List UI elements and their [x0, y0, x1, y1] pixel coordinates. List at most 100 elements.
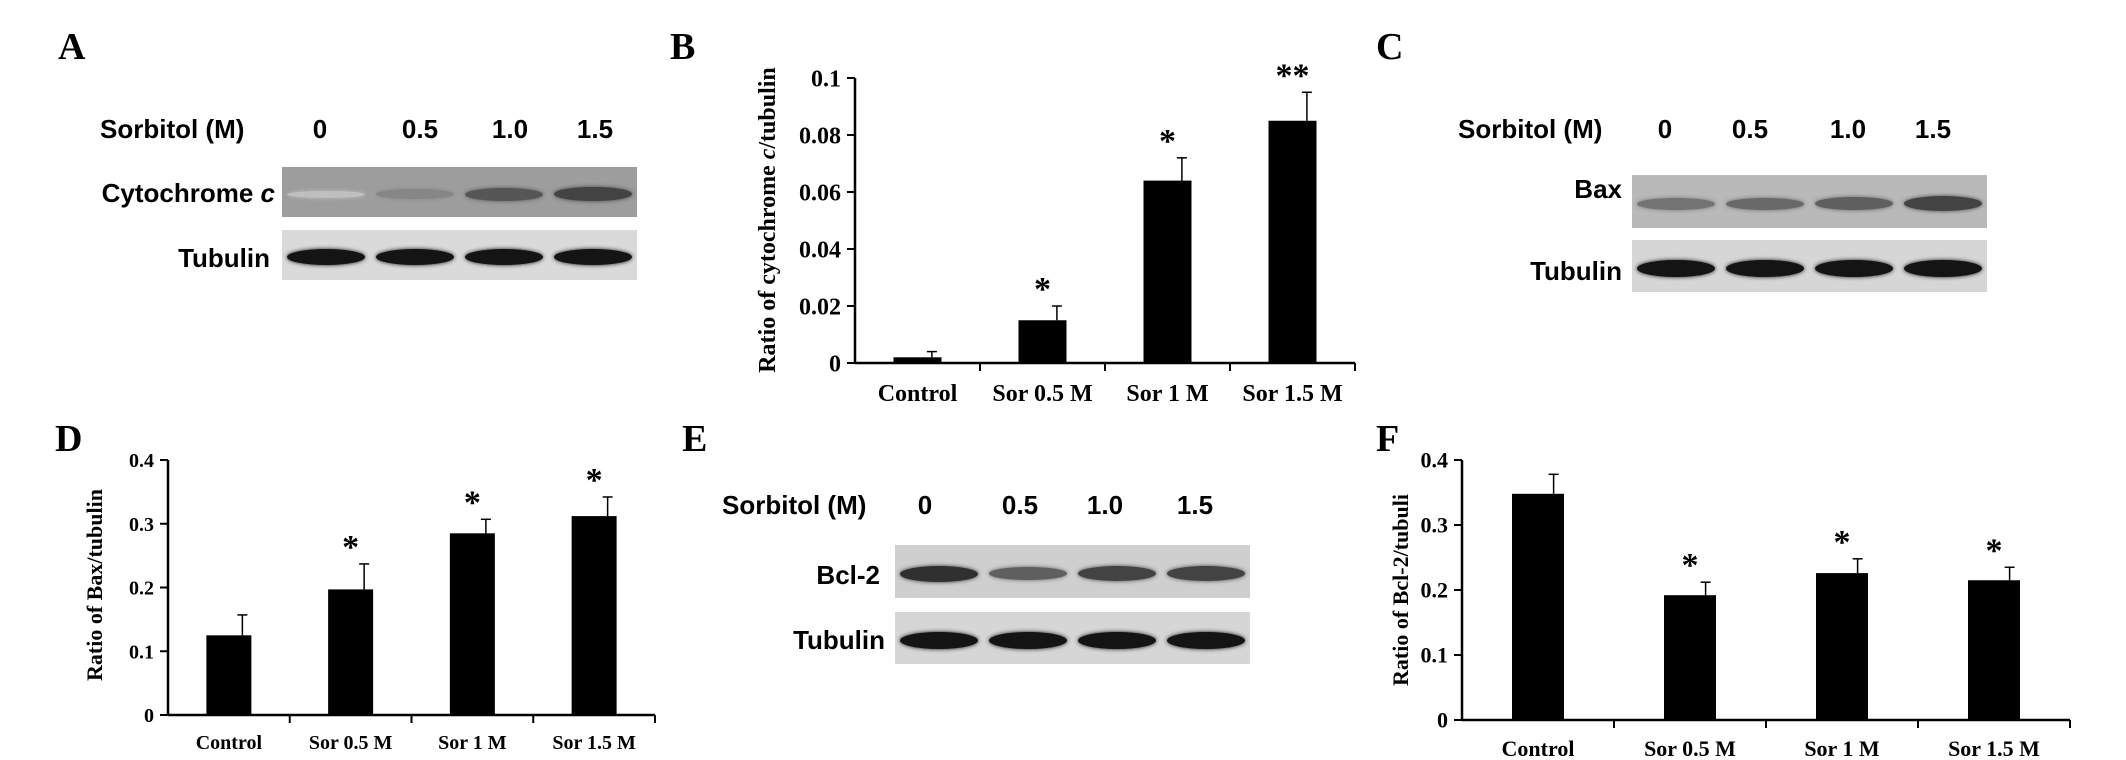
bar	[1968, 580, 2020, 720]
bar	[571, 516, 617, 715]
blot-image	[282, 167, 637, 217]
blot-row-label: Tubulin	[793, 625, 885, 655]
blot-image	[1632, 240, 1987, 292]
bar	[1143, 180, 1192, 363]
significance-marker: *	[1682, 547, 1699, 584]
y-tick-label: 0.1	[129, 641, 154, 663]
significance-marker: *	[1834, 524, 1851, 561]
bar	[1018, 320, 1067, 363]
y-tick-label: 0.4	[1421, 448, 1449, 473]
y-tick-label: 0	[1437, 708, 1448, 733]
blot-band	[1726, 197, 1805, 210]
blot-band	[287, 190, 366, 198]
lane-label: 0	[1657, 114, 1673, 144]
blot-band	[553, 187, 632, 201]
blot-band	[1903, 196, 1982, 211]
bar	[449, 533, 495, 715]
blot-image	[282, 230, 637, 280]
blot-band	[1637, 259, 1716, 277]
blot-row-label: Bcl-2	[816, 560, 880, 590]
category-label: Control	[196, 732, 263, 754]
blot-row-label: Tubulin	[1530, 256, 1622, 286]
significance-marker: *	[1034, 271, 1051, 308]
significance-marker: *	[586, 462, 603, 499]
category-label: Control	[878, 381, 958, 407]
blot-image	[895, 612, 1250, 664]
panel-letter-d: D	[55, 418, 83, 460]
category-label: Sor 0.5 M	[992, 381, 1092, 407]
panel-letter-f: F	[1376, 418, 1400, 460]
bar	[1268, 120, 1317, 363]
bar	[1664, 595, 1716, 720]
panel-letter-a: A	[58, 26, 86, 68]
blot-band	[1166, 631, 1245, 649]
blot-band	[1637, 197, 1716, 210]
lane-label: 0.5	[1731, 114, 1769, 144]
blot-row-label: Tubulin	[178, 243, 270, 273]
category-label: Control	[1502, 736, 1575, 760]
category-label: Sor 0.5 M	[309, 732, 393, 754]
lane-label: 1.5	[1914, 114, 1952, 144]
blot-band	[464, 187, 543, 201]
blot-row-label: Cytochrome c	[101, 178, 275, 208]
blot-band	[553, 249, 632, 265]
bar	[206, 635, 252, 715]
category-label: Sor 1 M	[1804, 736, 1880, 760]
blot-band	[1903, 259, 1982, 277]
panel-letter-c: C	[1376, 26, 1404, 68]
blot-band	[1077, 566, 1156, 581]
significance-marker: *	[1159, 123, 1176, 160]
category-label: Sor 1 M	[438, 732, 507, 754]
sorbitol-header-label: Sorbitol (M)	[100, 114, 245, 144]
sorbitol-header-label: Sorbitol (M)	[1458, 114, 1603, 144]
blot-band	[1814, 259, 1893, 277]
category-label: Sor 1.5 M	[552, 732, 636, 754]
category-label: Sor 1.5 M	[1242, 381, 1342, 407]
blot-band	[900, 565, 979, 582]
significance-marker: *	[342, 529, 359, 566]
blot-band	[1814, 197, 1893, 210]
y-tick-label: 0.3	[1421, 513, 1449, 538]
blot-band	[989, 631, 1068, 649]
blot-band	[1166, 566, 1245, 581]
bar	[328, 589, 374, 715]
significance-marker: *	[464, 484, 481, 521]
lane-label: 0	[312, 114, 328, 144]
significance-marker: **	[1276, 57, 1310, 94]
bar	[893, 357, 942, 363]
blot-band	[376, 249, 455, 265]
y-tick-label: 0	[144, 705, 154, 727]
lane-label: 1.0	[1086, 490, 1124, 520]
lane-label: 1.0	[1829, 114, 1867, 144]
blot-band	[287, 249, 366, 265]
lane-label: 1.5	[576, 114, 614, 144]
blot-band	[464, 249, 543, 265]
y-tick-label: 0.1	[1421, 643, 1449, 668]
y-tick-label: 0.2	[129, 578, 154, 600]
y-tick-label: 0.3	[129, 514, 154, 536]
significance-marker: *	[1986, 532, 2003, 569]
category-label: Sor 1.5 M	[1948, 736, 2040, 760]
blot-band	[1077, 631, 1156, 649]
blot-band	[376, 189, 455, 199]
lane-label: 0.5	[1001, 490, 1039, 520]
y-tick-label: 0.4	[129, 450, 154, 472]
y-tick-label: 0.04	[799, 237, 841, 263]
category-label: Sor 1 M	[1126, 381, 1208, 407]
y-tick-label: 0.2	[1421, 578, 1449, 603]
blot-image	[1632, 175, 1987, 228]
y-axis-label: Ratio of cytochrome c/tubulin	[755, 67, 781, 373]
y-tick-label: 0.02	[799, 294, 841, 320]
lane-label: 0.5	[401, 114, 439, 144]
y-tick-label: 0.1	[811, 66, 841, 92]
lane-label: 1.0	[491, 114, 529, 144]
category-label: Sor 0.5 M	[1644, 736, 1736, 760]
panel-letter-b: B	[670, 26, 696, 68]
y-tick-label: 0	[829, 351, 841, 377]
blot-image	[895, 545, 1250, 598]
y-axis-label: Ratio of Bcl-2/tubuli	[1388, 494, 1413, 686]
blot-band	[989, 567, 1068, 580]
bar	[1512, 493, 1564, 720]
bar	[1816, 573, 1868, 720]
blot-band	[1726, 259, 1805, 277]
